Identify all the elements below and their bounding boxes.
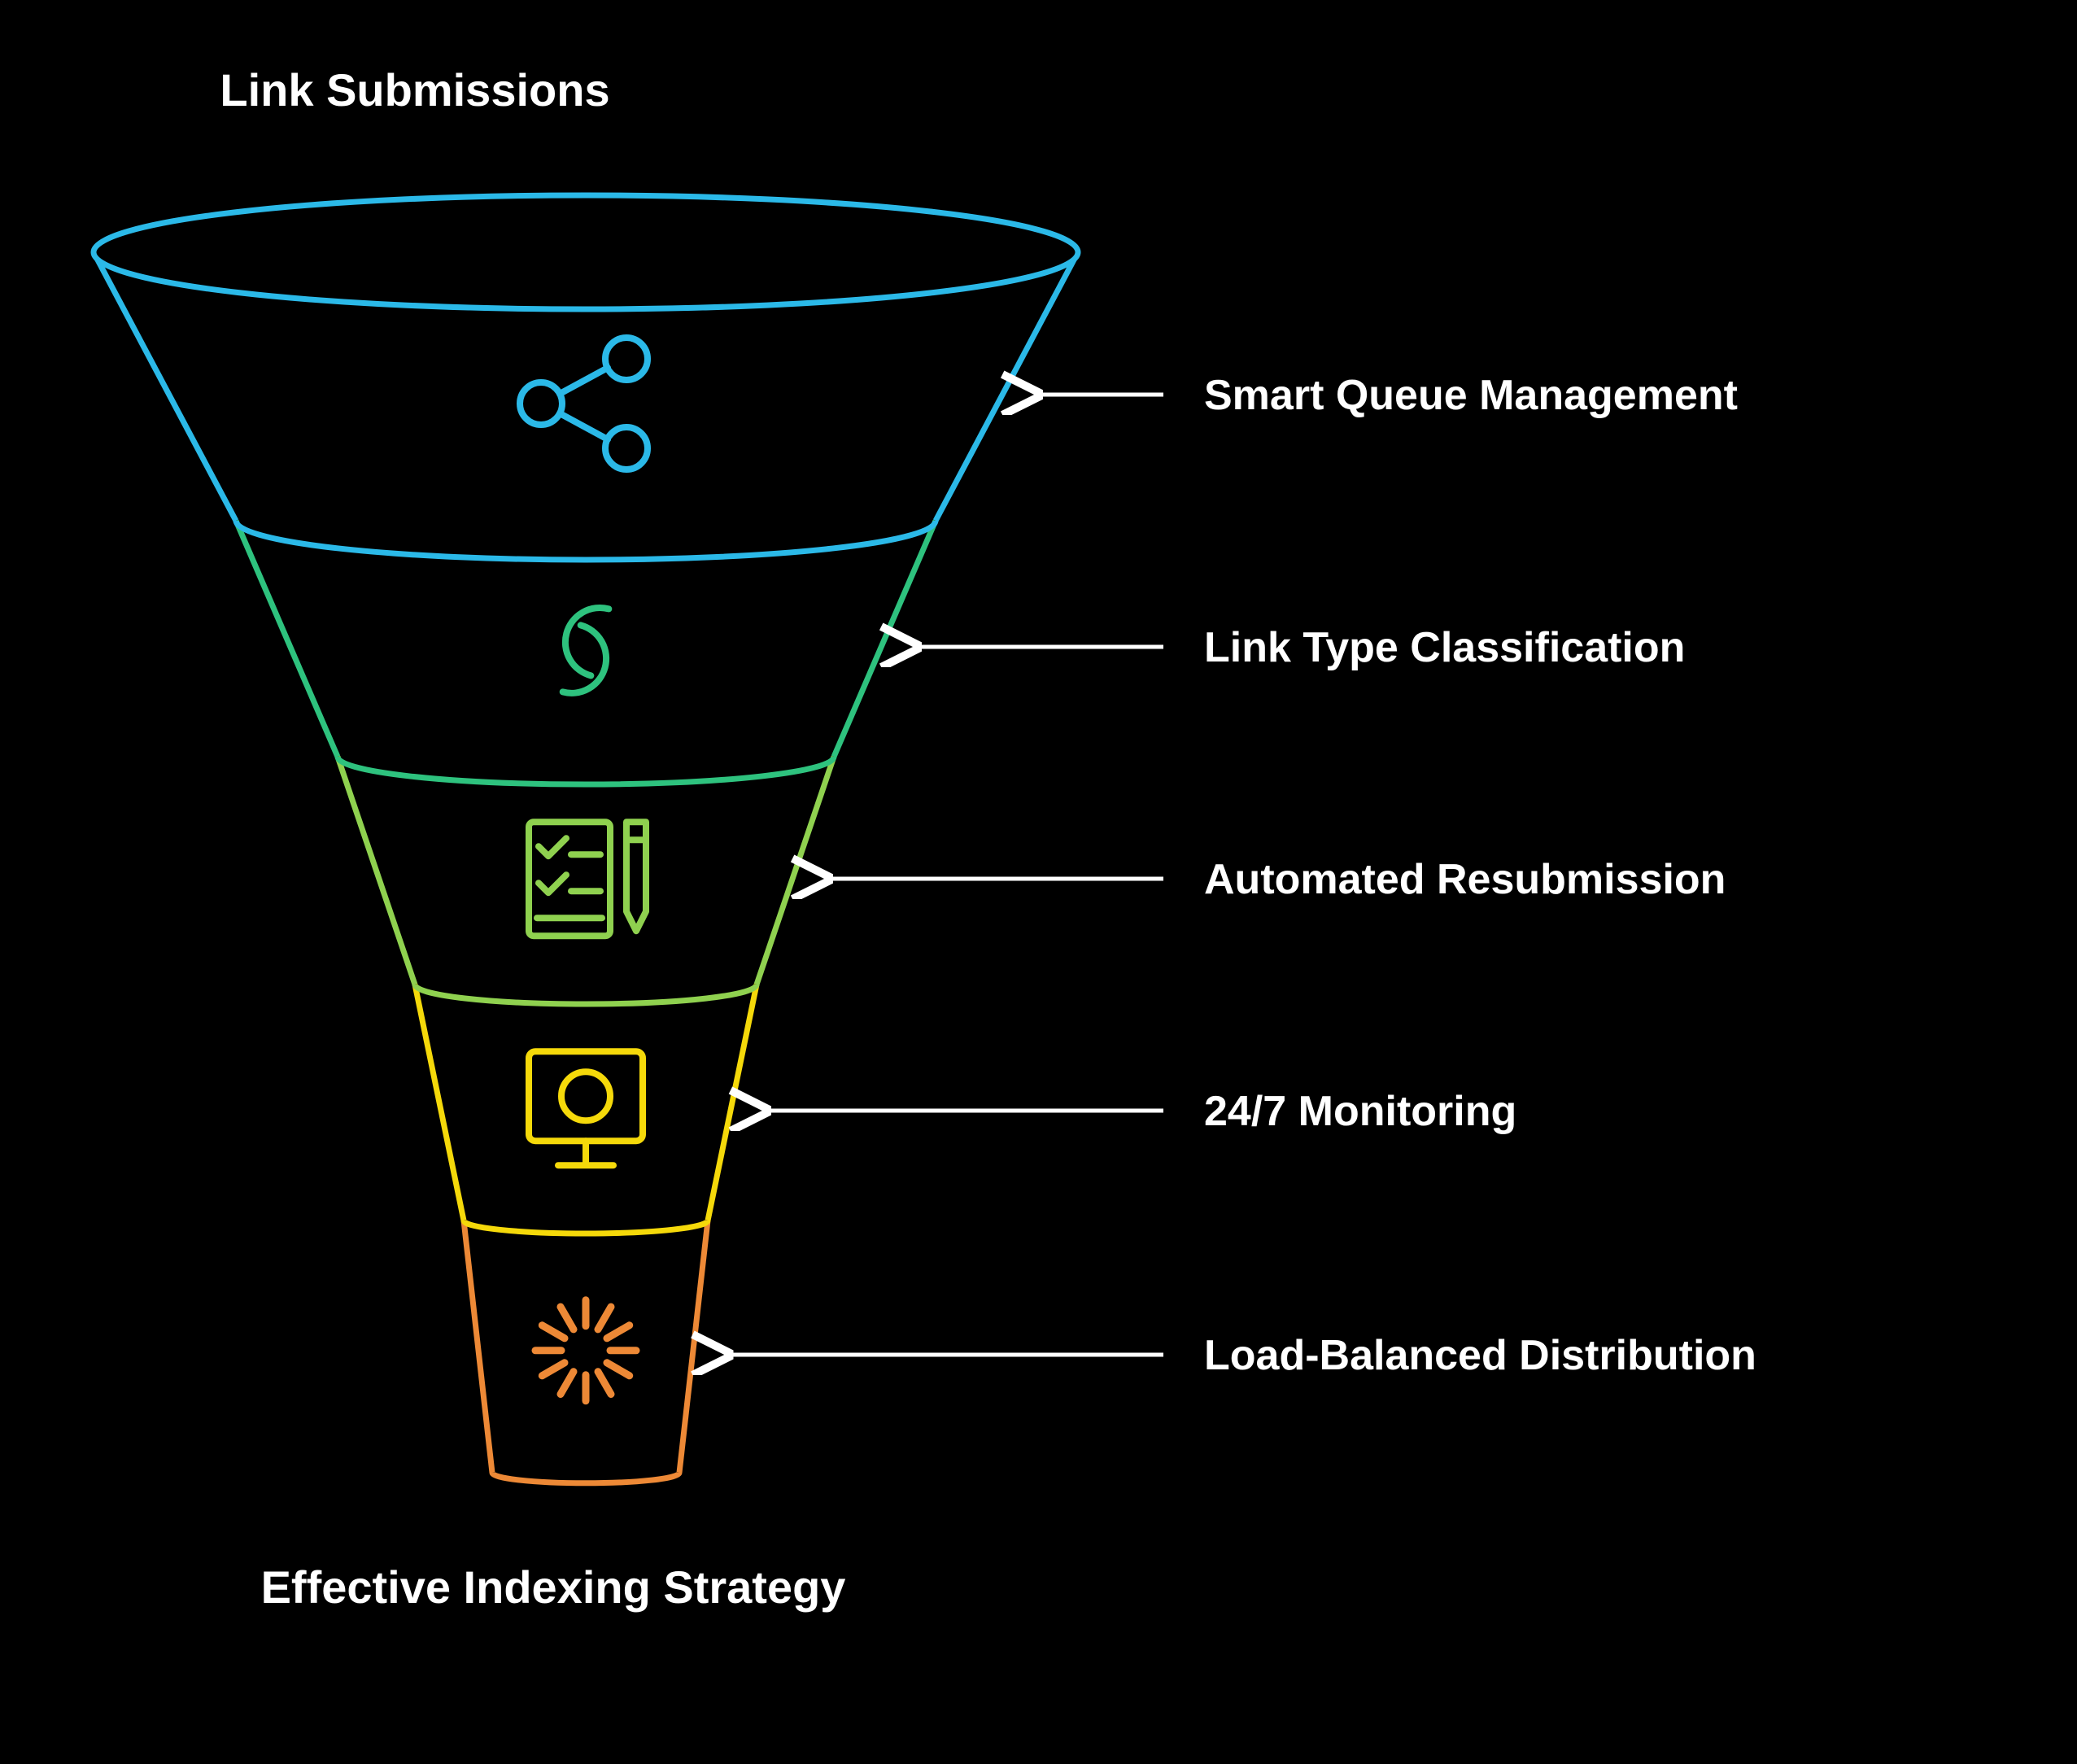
funnel-seam: [415, 985, 757, 1004]
funnel-side-right: [679, 1220, 708, 1473]
stage-label: Smart Queue Management: [1204, 372, 1738, 419]
bottom-title: Effective Indexing Strategy: [261, 1561, 846, 1613]
stage-label: Load-Balanced Distribution: [1204, 1332, 1756, 1379]
monitor-icon: [529, 1051, 643, 1165]
funnel-side-right: [708, 985, 757, 1220]
funnel-seam: [492, 1473, 679, 1483]
loading-icon: [535, 1300, 636, 1401]
stage-label: Automated Resubmission: [1204, 856, 1726, 903]
funnel-top-ellipse: [94, 195, 1078, 309]
funnel-side-left: [338, 757, 415, 985]
top-title: Link Submissions: [220, 64, 609, 116]
funnel-seam: [236, 521, 936, 560]
funnel-side-left: [464, 1220, 492, 1473]
funnel-side-right: [757, 757, 834, 985]
stage-label: Link Type Classification: [1204, 624, 1685, 671]
share-icon: [520, 338, 648, 469]
funnel-diagram-svg: Link Submissions Smart Queue Management Li…: [0, 0, 2077, 1764]
checklist-icon: [529, 822, 646, 936]
funnel-side-left: [415, 985, 464, 1220]
funnel-side-left: [236, 521, 338, 757]
stage-label: 24/7 Monitoring: [1204, 1088, 1516, 1135]
funnel-seam: [338, 757, 834, 784]
link-icon: [539, 600, 634, 701]
funnel-side-right: [834, 521, 936, 757]
funnel-seam: [464, 1220, 708, 1233]
